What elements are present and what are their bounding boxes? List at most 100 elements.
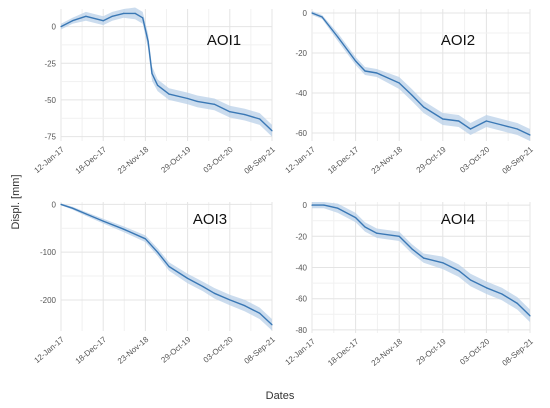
panel-title: AOI4 xyxy=(441,211,475,228)
x-axis-label: Dates xyxy=(265,390,295,402)
x-tick-label: 23-Nov-18 xyxy=(370,145,405,176)
data-point xyxy=(501,124,503,126)
data-point xyxy=(311,204,313,206)
data-point xyxy=(151,72,153,75)
data-point xyxy=(123,228,125,230)
y-axis-label: Displ. [mm] xyxy=(10,174,22,230)
x-tick-label: 23-Nov-18 xyxy=(116,335,151,366)
x-tick-label: 18-Dec-17 xyxy=(326,337,361,368)
data-point xyxy=(485,120,487,122)
panel-1: 0 -25 -50 -75 12-Jan-17 18-Dec-17 23-Nov-18 29-… xyxy=(32,7,277,176)
data-point xyxy=(142,17,144,19)
y-tick-label: 0 xyxy=(303,9,308,18)
data-point xyxy=(485,287,487,289)
data-point xyxy=(134,12,136,14)
x-tick-label: 08-Sep-21 xyxy=(242,145,277,176)
panel-4: 0 -20 -40 -60 -80 12-Jan-17 18-Dec-17 23-Nov-18… xyxy=(283,201,535,368)
data-point xyxy=(102,20,104,22)
x-tick-label: 29-Oct-19 xyxy=(159,335,192,365)
x-tick-label: 29-Oct-19 xyxy=(415,337,448,367)
data-point xyxy=(187,97,189,100)
x-tick-label: 18-Dec-17 xyxy=(74,335,109,366)
y-tick-label: 0 xyxy=(52,23,57,32)
data-point xyxy=(321,16,323,18)
data-point xyxy=(229,111,231,113)
data-point xyxy=(156,251,159,253)
x-tick-label: 03-Oct-20 xyxy=(458,337,491,367)
x-tick-label: 12-Jan-17 xyxy=(283,337,317,367)
y-tick-label: 0 xyxy=(52,200,57,209)
x-tick-label: 18-Dec-17 xyxy=(74,145,109,176)
data-point xyxy=(71,207,74,209)
y-tick-label: -60 xyxy=(295,295,307,304)
panel-2: 0 -20 -40 -60 12-Jan-17 18-Dec-17 23-Nov-18 29-… xyxy=(283,9,535,176)
y-tick-label: -20 xyxy=(295,232,307,241)
y-tick-label: -40 xyxy=(295,264,307,273)
data-point xyxy=(156,84,159,86)
data-point xyxy=(529,134,531,136)
data-point xyxy=(85,213,87,215)
panel-title: AOI1 xyxy=(207,32,241,49)
data-point xyxy=(398,82,400,84)
x-tick-label: 18-Dec-17 xyxy=(326,145,361,176)
data-point xyxy=(355,60,357,62)
data-point xyxy=(364,70,366,72)
y-tick-label: -75 xyxy=(44,133,56,142)
x-tick-label: 03-Oct-20 xyxy=(458,145,491,175)
data-point xyxy=(337,207,339,209)
data-point xyxy=(469,128,472,130)
y-tick-label: -25 xyxy=(44,59,56,68)
x-tick-label: 08-Sep-21 xyxy=(242,335,277,366)
data-point xyxy=(516,302,518,304)
data-point xyxy=(337,36,339,38)
data-point xyxy=(355,216,357,219)
series-uncertainty-band xyxy=(312,11,530,141)
data-point xyxy=(411,94,413,96)
x-tick-label: 08-Sep-21 xyxy=(500,337,535,368)
data-point xyxy=(411,248,413,250)
y-tick-label: 0 xyxy=(303,201,308,210)
data-point xyxy=(271,130,273,132)
data-point xyxy=(60,203,62,205)
data-point xyxy=(168,265,170,268)
data-point xyxy=(323,204,325,206)
data-point xyxy=(244,305,246,307)
series-uncertainty-band xyxy=(312,202,530,323)
data-point xyxy=(422,106,425,108)
data-point xyxy=(364,226,366,228)
data-point xyxy=(442,118,444,120)
data-point xyxy=(422,257,425,259)
data-point xyxy=(202,285,204,288)
data-point xyxy=(144,238,146,240)
panel-title: AOI3 xyxy=(193,211,227,228)
data-point xyxy=(60,26,62,28)
panel-3: 0 -100 -200 12-Jan-17 18-Dec-17 23-Nov-18 29-O… xyxy=(32,200,277,365)
x-tick-label: 03-Oct-20 xyxy=(202,145,235,175)
series-line xyxy=(311,12,531,136)
data-point xyxy=(259,118,261,120)
data-point xyxy=(376,232,378,234)
data-point xyxy=(529,315,531,317)
x-tick-label: 12-Jan-17 xyxy=(32,335,66,365)
data-point xyxy=(469,279,472,281)
series-uncertainty-band xyxy=(61,203,272,331)
data-point xyxy=(311,12,313,14)
x-tick-label: 23-Nov-18 xyxy=(370,337,405,368)
data-point xyxy=(85,15,87,17)
x-tick-label: 29-Oct-19 xyxy=(415,145,448,175)
data-point xyxy=(213,103,216,105)
y-tick-label: -100 xyxy=(40,248,57,257)
y-tick-label: -200 xyxy=(40,296,57,305)
x-tick-label: 03-Oct-20 xyxy=(202,335,235,365)
data-point xyxy=(229,299,231,301)
y-tick-label: -40 xyxy=(295,89,307,98)
data-point xyxy=(147,40,149,42)
data-point xyxy=(244,114,246,116)
data-point xyxy=(501,293,503,295)
data-point xyxy=(271,324,273,326)
x-tick-label: 29-Oct-19 xyxy=(159,145,192,175)
panel-title: AOI2 xyxy=(441,32,475,49)
series-line xyxy=(312,204,531,317)
data-point xyxy=(376,72,378,74)
y-tick-label: -80 xyxy=(295,326,307,335)
